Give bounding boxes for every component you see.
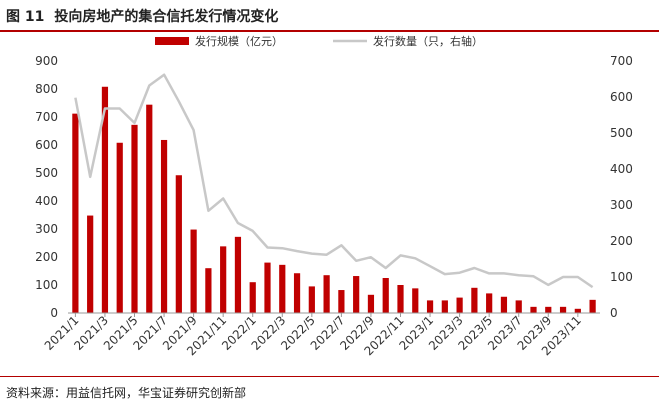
y-left-tick-label: 400 bbox=[35, 194, 58, 208]
y-left-tick-label: 300 bbox=[35, 222, 58, 236]
bar-2022-10 bbox=[382, 278, 389, 313]
y-left-tick-label: 800 bbox=[35, 82, 58, 96]
y-right-tick-label: 600 bbox=[610, 90, 633, 104]
bar-2021-3 bbox=[101, 86, 109, 313]
footer-rule bbox=[0, 376, 659, 377]
bar-2021-7 bbox=[160, 139, 168, 313]
chart-area: 0 100 200 300 400 500 600 700 800 900 0 100 200 300 40… bbox=[35, 34, 633, 358]
y-left-tick-label: 500 bbox=[35, 166, 58, 180]
figure-header: 图 11 投向房地产的集合信托发行情况变化 bbox=[0, 0, 659, 32]
bar-2023-3 bbox=[456, 297, 463, 313]
y-left-tick-label: 100 bbox=[35, 278, 58, 292]
bar-series bbox=[72, 86, 596, 314]
y-left-tick-label: 0 bbox=[50, 306, 58, 320]
y-right-tick-label: 100 bbox=[610, 270, 633, 284]
legend-bar-label: 发行规模（亿元） bbox=[195, 34, 283, 48]
bar-2021-12 bbox=[234, 236, 242, 313]
legend-bar-swatch bbox=[155, 37, 189, 45]
header-rule bbox=[0, 30, 659, 32]
bar-2023-6 bbox=[500, 296, 508, 313]
bar-2023-4 bbox=[471, 287, 478, 313]
bar-2021-10 bbox=[205, 268, 212, 313]
bar-2022-11 bbox=[397, 285, 404, 313]
legend-line-label: 发行数量（只，右轴） bbox=[373, 34, 483, 48]
bar-2022-2 bbox=[264, 262, 271, 313]
bar-2022-4 bbox=[293, 273, 301, 313]
bar-2022-8 bbox=[353, 276, 360, 313]
y-left-tick-label: 700 bbox=[35, 110, 58, 124]
line-series bbox=[74, 73, 594, 289]
bar-2023-1 bbox=[426, 300, 434, 313]
bar-2023-8 bbox=[530, 306, 537, 313]
y-right-tick-label: 200 bbox=[610, 234, 633, 248]
axes: 0 100 200 300 400 500 600 700 800 900 0 100 200 300 40… bbox=[35, 54, 633, 358]
figure-title: 图 11 投向房地产的集合信托发行情况变化 bbox=[6, 6, 278, 26]
bar-2021-11 bbox=[220, 246, 227, 313]
y-right-tick-label: 700 bbox=[610, 54, 633, 68]
bar-2021-1 bbox=[72, 113, 79, 313]
bar-2022-5 bbox=[308, 286, 315, 313]
bar-2022-7 bbox=[338, 290, 345, 313]
bar-2021-6 bbox=[146, 104, 153, 314]
bar-2022-9 bbox=[367, 294, 375, 313]
y-left-tick-label: 600 bbox=[35, 138, 58, 152]
bar-2021-5 bbox=[131, 124, 138, 313]
y-right-tick-label: 400 bbox=[610, 162, 633, 176]
count-line bbox=[74, 73, 594, 289]
bar-2023-12 bbox=[589, 299, 596, 313]
bar-2023-9 bbox=[545, 306, 552, 313]
bar-2021-8 bbox=[175, 175, 182, 313]
bar-2021-9 bbox=[190, 229, 197, 313]
y-left-tick-label: 200 bbox=[35, 250, 58, 264]
bar-2021-2 bbox=[87, 215, 94, 313]
bar-2023-5 bbox=[486, 293, 493, 313]
figure-title-text: 投向房地产的集合信托发行情况变化 bbox=[54, 9, 279, 25]
bar-2023-10 bbox=[559, 306, 567, 313]
y-left-tick-label: 900 bbox=[35, 54, 58, 68]
bar-2022-6 bbox=[323, 275, 330, 313]
bar-2021-4 bbox=[116, 142, 123, 313]
y-right-tick-label: 0 bbox=[610, 306, 618, 320]
y-right-tick-label: 500 bbox=[610, 126, 633, 140]
bar-2023-11 bbox=[574, 308, 581, 313]
bar-2023-7 bbox=[515, 300, 522, 313]
figure-number: 图 11 bbox=[6, 9, 45, 25]
legend: 发行规模（亿元） 发行数量（只，右轴） bbox=[155, 34, 483, 48]
bar-2022-12 bbox=[412, 288, 419, 313]
bar-2022-3 bbox=[279, 264, 286, 313]
bar-2023-2 bbox=[441, 300, 448, 313]
y-right-tick-label: 300 bbox=[610, 198, 633, 212]
source-note: 资料来源：用益信托网，华宝证券研究创新部 bbox=[6, 386, 247, 400]
bar-2022-1 bbox=[249, 282, 256, 313]
